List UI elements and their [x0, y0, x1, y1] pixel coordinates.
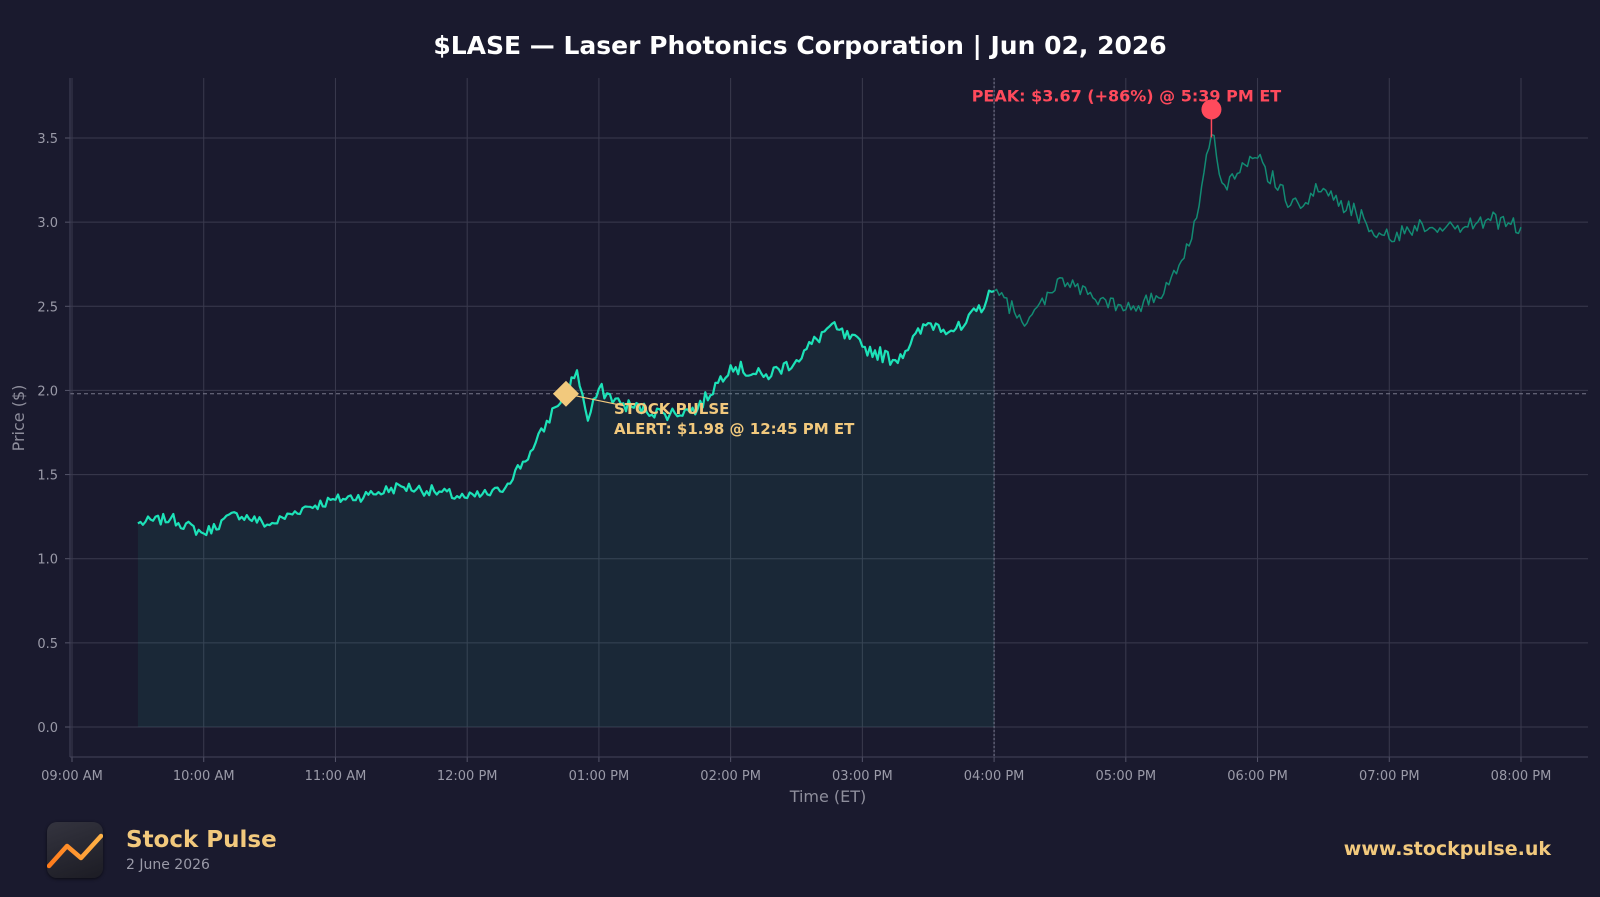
- x-tick-label: 11:00 AM: [305, 769, 367, 784]
- y-tick-label: 0.0: [37, 721, 58, 736]
- x-tick-label: 10:00 AM: [173, 769, 235, 784]
- alert-marker: [552, 380, 579, 407]
- brand-date: 2 June 2026: [126, 856, 210, 873]
- regular-session-area: [137, 290, 995, 727]
- y-tick-label: 3.5: [37, 132, 58, 147]
- x-tick-label: 08:00 PM: [1491, 769, 1552, 784]
- trend-line-icon: [47, 822, 103, 878]
- peak-marker: [1201, 99, 1222, 120]
- website-link[interactable]: www.stockpulse.uk: [1343, 838, 1551, 860]
- peak-label: PEAK: $3.67 (+86%) @ 5:39 PM ET: [972, 86, 1282, 105]
- y-tick-label: 3.0: [37, 216, 58, 231]
- after-hours-line: [993, 133, 1522, 327]
- alert-label-line1: STOCK PULSE: [614, 400, 729, 418]
- x-tick-label: 05:00 PM: [1095, 769, 1156, 784]
- y-tick-label: 2.0: [37, 384, 58, 399]
- brand-block: Stock Pulse 2 June 2026: [47, 822, 277, 878]
- x-tick-label: 03:00 PM: [832, 769, 893, 784]
- chart-title: $LASE — Laser Photonics Corporation | Ju…: [433, 31, 1166, 60]
- chart-axes: 0.0 0.5 1.0 1.5 2.0 2.5 3.0 3.5 09:00 AM 10:00 AM…: [37, 78, 1588, 784]
- x-tick-label: 01:00 PM: [569, 769, 630, 784]
- x-tick-label: 09:00 AM: [41, 769, 103, 784]
- y-tick-label: 1.5: [37, 469, 58, 484]
- y-tick-label: 2.5: [37, 300, 58, 315]
- y-tick-label: 1.0: [37, 553, 58, 568]
- chart-annotations: STOCK PULSE ALERT: $1.98 @ 12:45 PM ET PEA…: [552, 86, 1282, 438]
- x-tick-label: 12:00 PM: [437, 769, 498, 784]
- x-tick-label: 07:00 PM: [1359, 769, 1420, 784]
- x-tick-label: 02:00 PM: [700, 769, 761, 784]
- y-tick-label: 0.5: [37, 637, 58, 652]
- y-axis-label: Price ($): [9, 385, 28, 452]
- x-tick-label: 04:00 PM: [964, 769, 1025, 784]
- chart-grid: [70, 78, 1588, 757]
- alert-label-line2: ALERT: $1.98 @ 12:45 PM ET: [614, 420, 855, 438]
- x-axis-label: Time (ET): [789, 787, 867, 806]
- x-tick-label: 06:00 PM: [1227, 769, 1288, 784]
- brand-name: Stock Pulse: [126, 826, 277, 853]
